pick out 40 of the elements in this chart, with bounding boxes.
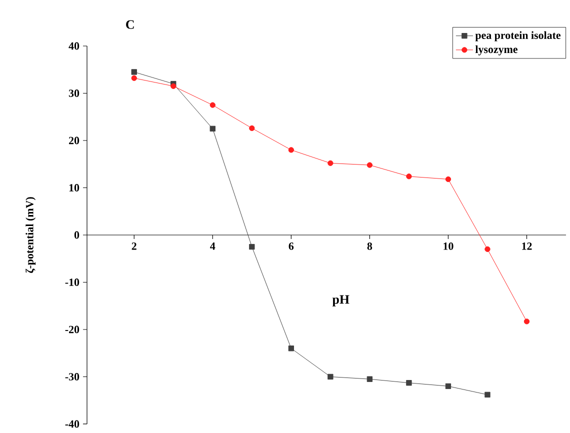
point — [288, 147, 294, 153]
chart-title: C — [126, 20, 134, 29]
y-tick-label: 20 — [68, 136, 80, 144]
y-tick-label: 10 — [69, 184, 80, 192]
x-tick-label: 4 — [210, 242, 216, 250]
y-tick-label: -10 — [65, 278, 80, 286]
y-axis-title: ζ-potential (mV) — [26, 197, 36, 273]
point — [366, 376, 373, 382]
point — [484, 246, 490, 252]
x-tick-label: 6 — [288, 242, 294, 250]
y-tick-label: -40 — [65, 420, 80, 428]
x-tick-label: 10 — [444, 242, 454, 250]
point — [249, 125, 255, 132]
y-tick-label: -30 — [65, 373, 80, 380]
point — [484, 392, 490, 398]
x-axis-title: pH — [332, 295, 350, 306]
y-tick-label: 40 — [68, 42, 80, 50]
legend-label: pea protein isolate — [475, 31, 561, 42]
x-tick-label: 2 — [132, 242, 136, 250]
point — [524, 318, 530, 324]
y-tick-label: -20 — [65, 326, 80, 334]
x-tick-label: 12 — [522, 242, 532, 250]
point — [131, 69, 137, 75]
point — [249, 244, 255, 250]
point — [406, 174, 412, 180]
point — [288, 346, 294, 352]
x-tick-label: 8 — [367, 242, 372, 250]
point — [131, 75, 137, 81]
y-tick-label: 0 — [74, 231, 80, 239]
legend-label: lysozyme — [475, 45, 518, 56]
point — [328, 374, 334, 380]
point — [445, 176, 452, 182]
point — [210, 102, 216, 108]
y-tick-label: 30 — [68, 90, 80, 97]
point — [210, 126, 216, 132]
point — [406, 380, 412, 386]
point — [328, 160, 334, 166]
point — [445, 383, 452, 390]
point — [170, 83, 176, 89]
point — [366, 162, 373, 168]
